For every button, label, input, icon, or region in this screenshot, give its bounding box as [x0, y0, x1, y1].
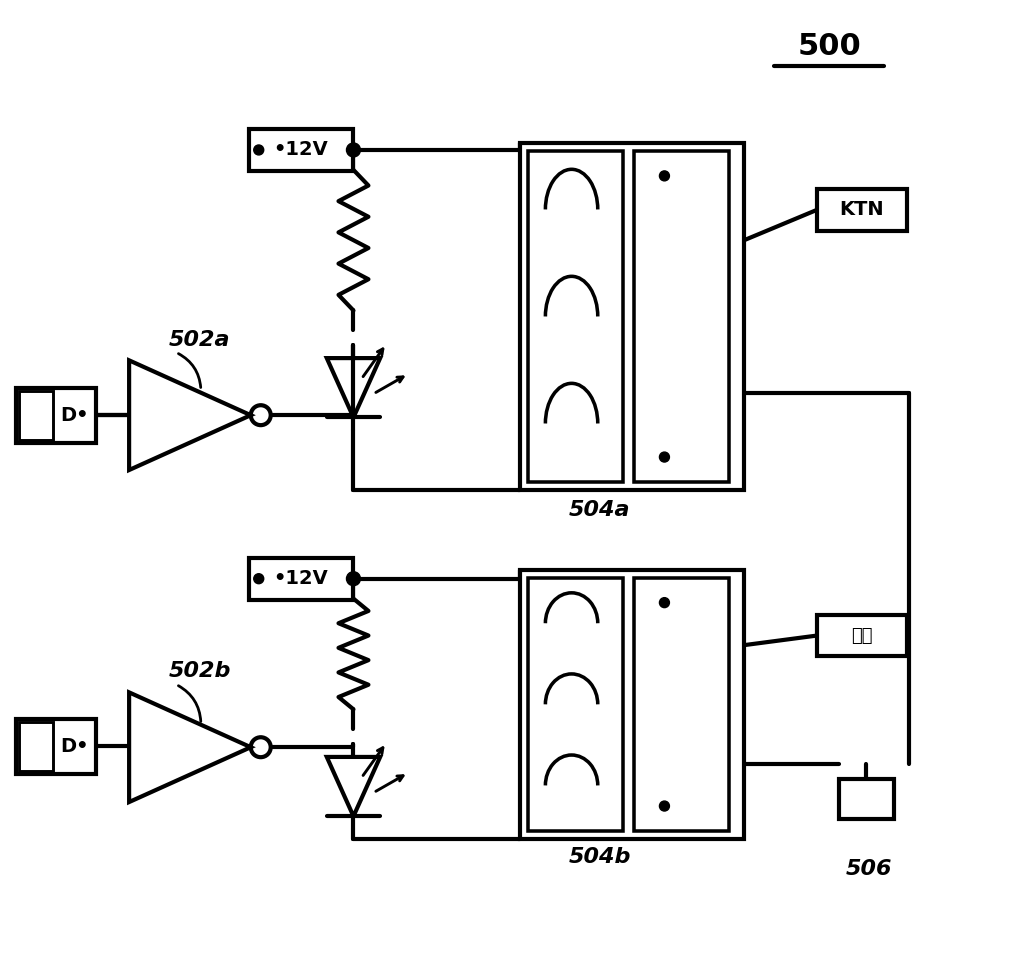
- Circle shape: [253, 145, 264, 155]
- Bar: [19, 722, 53, 771]
- Bar: [528, 578, 623, 831]
- Text: D•: D•: [61, 406, 88, 425]
- Bar: [817, 189, 907, 231]
- Bar: [248, 558, 354, 600]
- Text: •12V: •12V: [274, 140, 328, 159]
- Bar: [19, 392, 53, 440]
- Bar: [528, 151, 623, 482]
- Bar: [634, 578, 729, 831]
- Bar: [520, 143, 744, 490]
- Circle shape: [660, 598, 669, 607]
- Text: 500: 500: [797, 32, 861, 61]
- Circle shape: [253, 574, 264, 584]
- Text: D•: D•: [61, 736, 88, 755]
- Circle shape: [660, 801, 669, 811]
- Text: KTN: KTN: [839, 201, 884, 220]
- Bar: [16, 389, 96, 443]
- Text: 506: 506: [845, 859, 893, 879]
- Text: •12V: •12V: [274, 569, 328, 588]
- Text: 504b: 504b: [568, 847, 631, 867]
- Text: 502a: 502a: [169, 330, 231, 350]
- Bar: [634, 151, 729, 482]
- Bar: [16, 719, 96, 775]
- Text: 504a: 504a: [569, 499, 631, 520]
- Text: 脉冲: 脉冲: [852, 626, 873, 645]
- Bar: [248, 129, 354, 171]
- Bar: [817, 615, 907, 656]
- Text: 502b: 502b: [169, 662, 232, 682]
- Bar: [520, 570, 744, 838]
- Bar: [839, 779, 894, 819]
- Circle shape: [660, 452, 669, 462]
- Circle shape: [347, 572, 360, 585]
- Circle shape: [347, 143, 360, 157]
- Circle shape: [660, 171, 669, 180]
